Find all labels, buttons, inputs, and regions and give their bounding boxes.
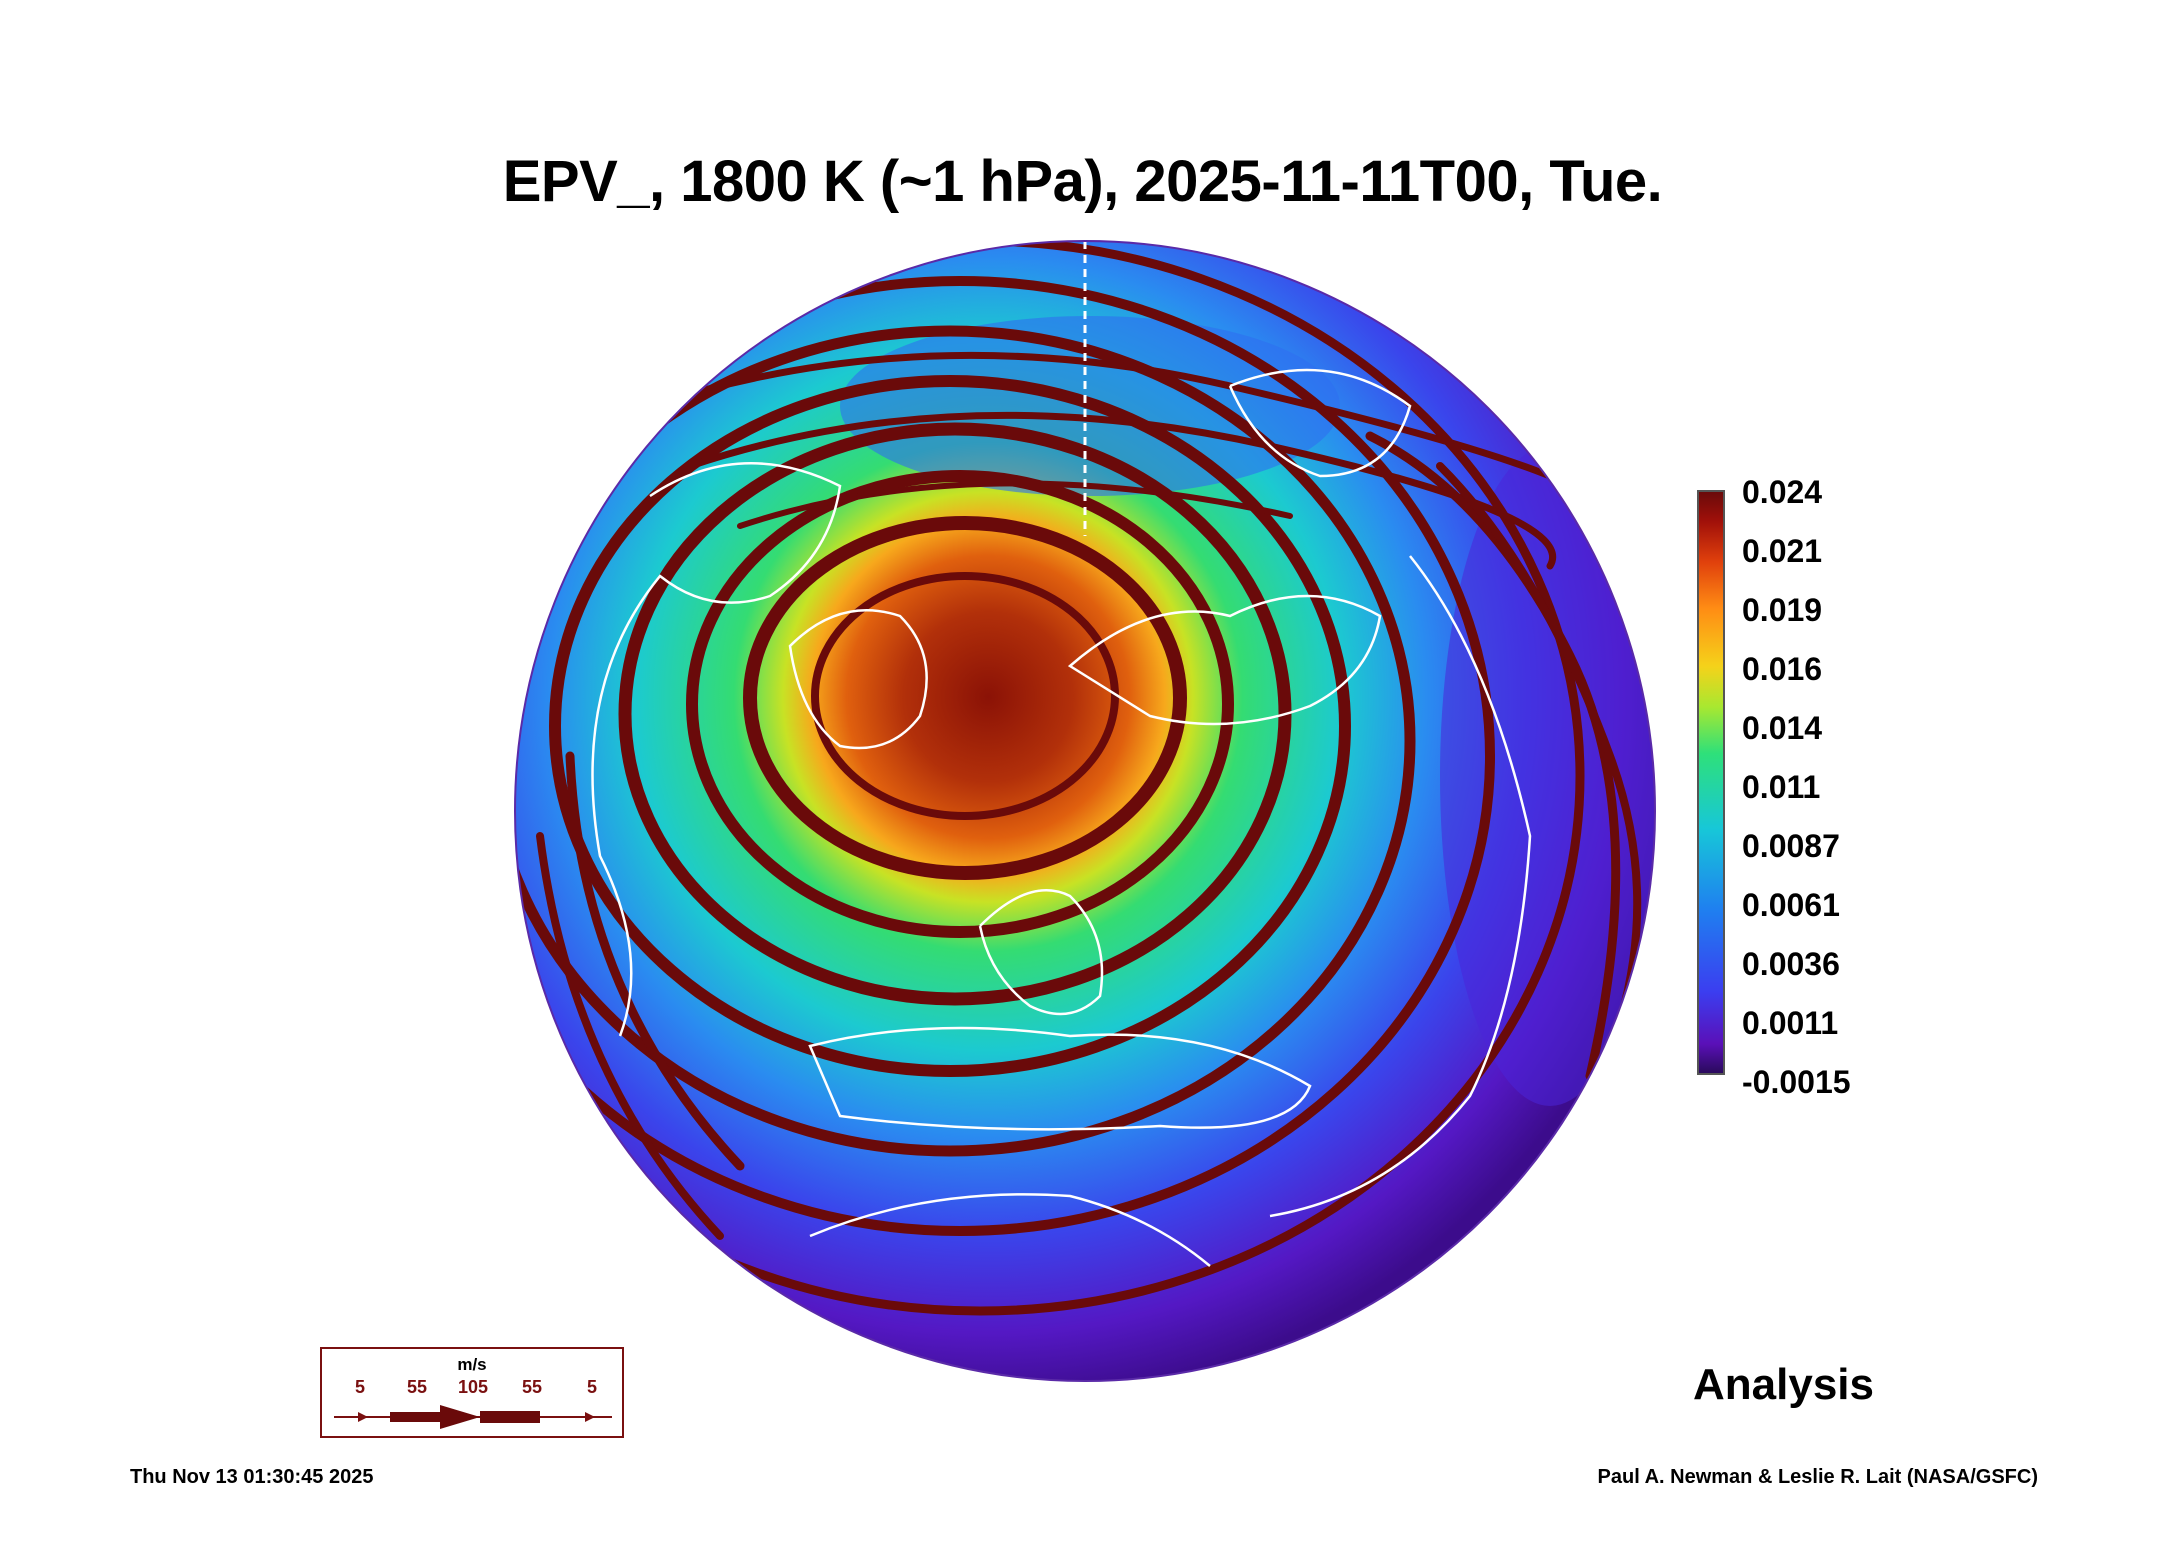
analysis-label: Analysis [1693,1360,1874,1409]
streamline [686,411,1557,570]
streamline [515,325,1416,1157]
colorbar-label: 0.0011 [1742,1005,1839,1041]
colorbar-label: 0.019 [1742,592,1823,628]
colorbar-label: 0.016 [1742,651,1823,687]
map-title: EPV_, 1800 K (~1 hPa), 2025-11-11T00, Tu… [502,149,1663,214]
colorbar-label: 0.0087 [1742,828,1840,864]
coastline-north-america [591,462,842,1037]
legend-speed: 105 [458,1377,489,1397]
streamline [743,516,1187,880]
colorbar-label: 0.0061 [1742,887,1840,923]
polar-stereographic-map [514,240,1656,1382]
coastline-siberia [1067,594,1382,726]
globe-outline [514,240,1656,1382]
streamline [565,751,745,1171]
streamline [536,832,724,1240]
colorbar-label: 0.024 [1742,474,1823,510]
legend-unit: m/s [457,1355,487,1374]
coastline-asia-east [1269,555,1532,1218]
coastline-scandinavia [978,889,1104,1016]
coastline-africa-north [809,1193,1211,1267]
streamline [811,572,1119,820]
coastline-europe [808,1026,1312,1131]
streamline [646,351,1594,500]
timestamp: Thu Nov 13 01:30:45 2025 [130,1466,374,1488]
right-low-epv [1440,446,1655,1106]
wind-streamlines [515,241,1642,1316]
colorbar-label: 0.011 [1742,769,1821,805]
legend-speed: 55 [522,1377,543,1397]
streamline [549,375,1351,1077]
coastline-alaska [1228,368,1412,478]
streamline [515,276,1495,1236]
colorbar-label: -0.0015 [1742,1064,1851,1100]
legend-speed: 55 [407,1377,428,1397]
streamline [737,480,1293,529]
colorbar [1697,490,1725,1075]
colorbar-label: 0.014 [1742,710,1823,746]
legend-speed: 5 [587,1377,598,1397]
credit: Paul A. Newman & Leslie R. Lait (NASA/GS… [1597,1466,2038,1488]
streamline [515,241,1585,1316]
legend-speed: 5 [355,1377,366,1397]
legend-arrow-glyph [334,1405,612,1429]
colorbar-label: 0.0036 [1742,946,1840,982]
wind-speed-legend: m/s 5 55 105 55 5 [320,1347,624,1438]
coastlines [591,368,1532,1267]
colorbar-label: 0.021 [1742,533,1823,569]
streamline [686,470,1234,938]
coastline-greenland [788,609,928,750]
